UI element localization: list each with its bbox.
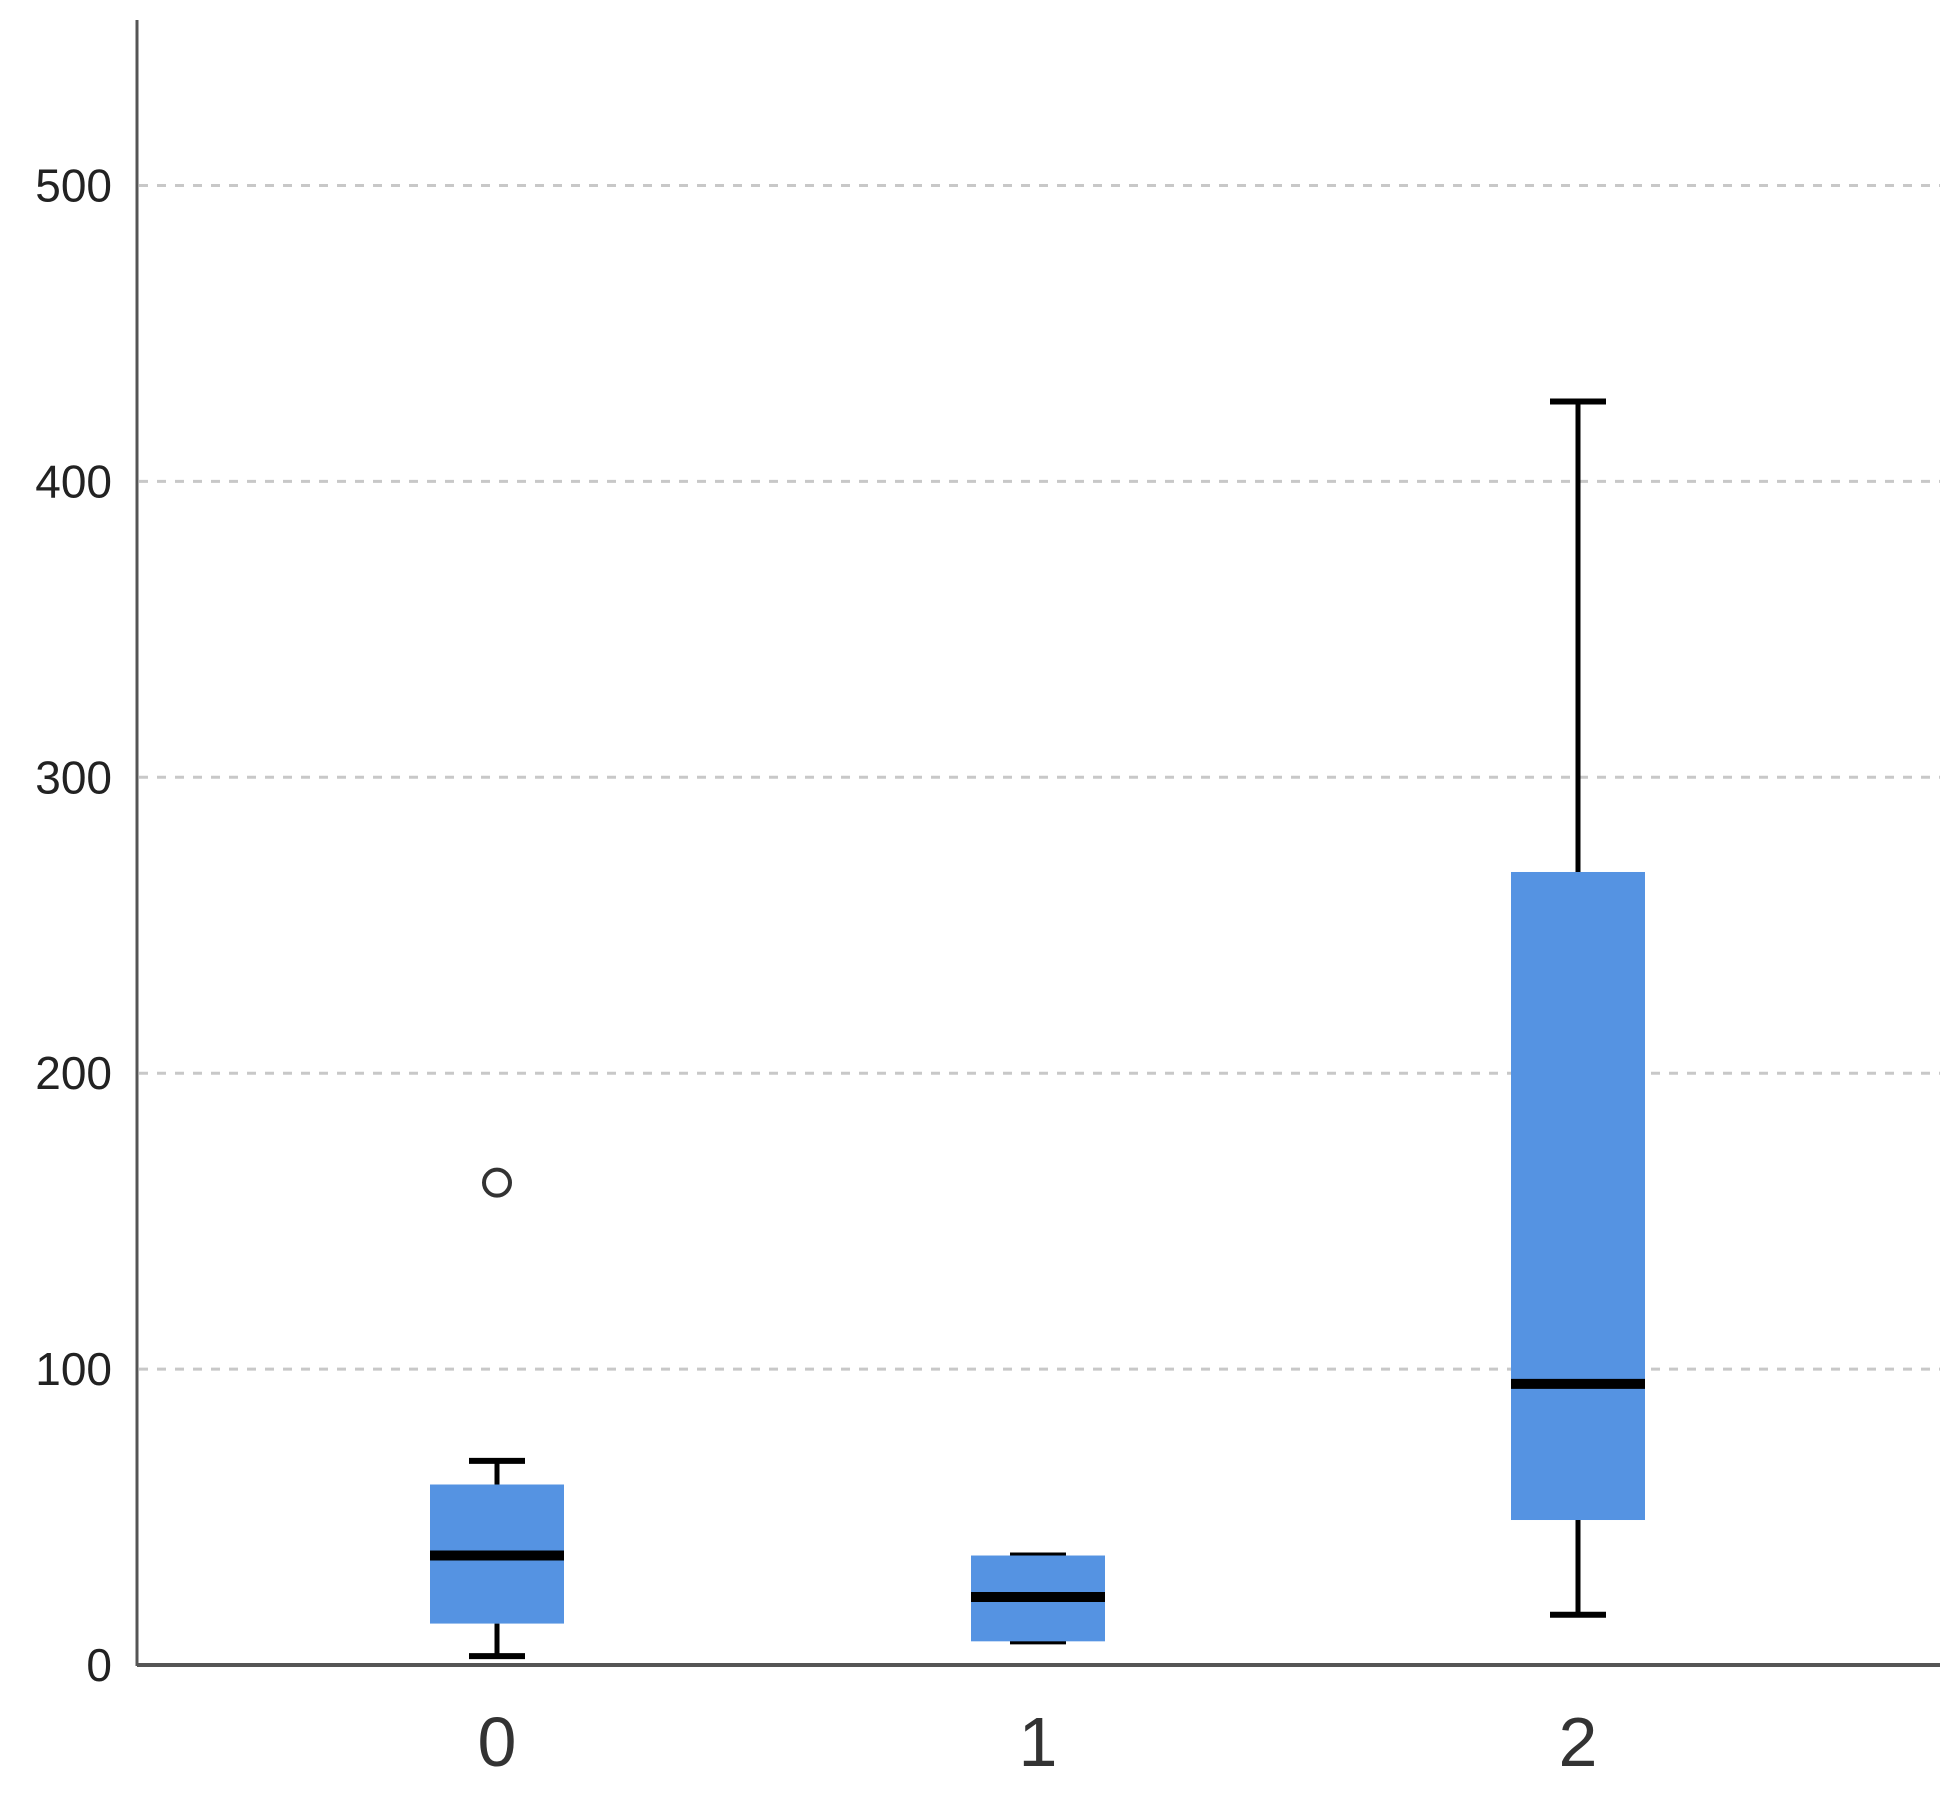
y-tick-label-300: 300	[35, 751, 112, 803]
x-tick-label-0: 0	[478, 1703, 517, 1781]
box-group-0	[430, 1167, 564, 1660]
y-tick-label-500: 500	[35, 160, 112, 212]
axes	[135, 20, 1940, 1667]
x-tick-labels: 0 1 2	[478, 1703, 1598, 1781]
y-tick-label-0: 0	[86, 1639, 112, 1691]
y-tick-label-200: 200	[35, 1047, 112, 1099]
box-series	[430, 398, 1645, 1660]
outlier-point	[482, 1167, 512, 1198]
iqr-box	[1511, 871, 1645, 1521]
y-tick-label-100: 100	[35, 1343, 112, 1395]
box-group-2	[1511, 398, 1645, 1618]
x-tick-label-2: 2	[1559, 1703, 1598, 1781]
y-tick-label-400: 400	[35, 455, 112, 507]
x-tick-label-1: 1	[1019, 1703, 1058, 1781]
box-group-1	[971, 1552, 1105, 1645]
grid-lines	[139, 184, 1940, 1371]
y-tick-labels: 0 100 200 300 400 500	[35, 160, 112, 1692]
